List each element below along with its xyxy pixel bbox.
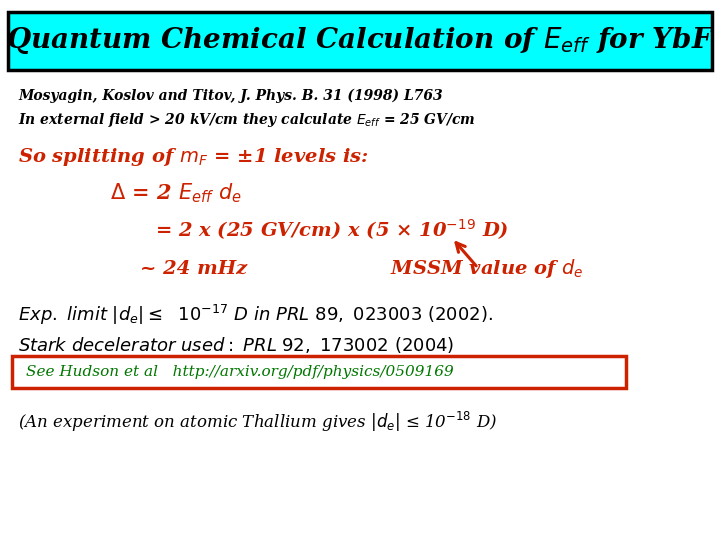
Text: MSSM value of $\mathit{d}_e$: MSSM value of $\mathit{d}_e$ [390, 258, 584, 280]
FancyBboxPatch shape [8, 12, 712, 70]
Text: See Hudson et al   http://arxiv.org/pdf/physics/0509169: See Hudson et al http://arxiv.org/pdf/ph… [26, 365, 454, 379]
Text: So splitting of $\mathit{m}_F$ = ±1 levels is:: So splitting of $\mathit{m}_F$ = ±1 leve… [18, 146, 369, 168]
Text: (An experiment on atomic Thallium gives $|d_e|$ ≤ 10$^{-18}$ D): (An experiment on atomic Thallium gives … [18, 410, 497, 434]
Text: $\Delta$ = 2 $\mathit{E}_{eff}$ $\mathit{d}_e$: $\Delta$ = 2 $\mathit{E}_{eff}$ $\mathit… [110, 181, 242, 205]
Text: $\it{Exp.\ limit\ |d_e|\leq\ \ 10^{-17}\ D\ in\ PRL\ 89,\ 023003\ (2002).}$: $\it{Exp.\ limit\ |d_e|\leq\ \ 10^{-17}\… [18, 303, 493, 327]
Text: $\it{Stark\ decelerator\ used:\ PRL\ 92,\ 173002\ (2004)}$: $\it{Stark\ decelerator\ used:\ PRL\ 92,… [18, 335, 454, 355]
Text: In external field > 20 kV/cm they calculate $\mathit{E}_{eff}$ = 25 GV/cm: In external field > 20 kV/cm they calcul… [18, 111, 476, 129]
Text: Quantum Chemical Calculation of $\mathit{E}_{eff}$ for YbF: Quantum Chemical Calculation of $\mathit… [6, 25, 714, 57]
Text: Mosyagin, Koslov and Titov, J. Phys. B. 31 (1998) L763: Mosyagin, Koslov and Titov, J. Phys. B. … [18, 89, 443, 103]
Text: = 2 x (25 GV/cm) x (5 × 10$^{-19}$ D): = 2 x (25 GV/cm) x (5 × 10$^{-19}$ D) [155, 218, 509, 242]
Text: ~ 24 mHz: ~ 24 mHz [140, 260, 247, 278]
FancyBboxPatch shape [12, 356, 626, 388]
